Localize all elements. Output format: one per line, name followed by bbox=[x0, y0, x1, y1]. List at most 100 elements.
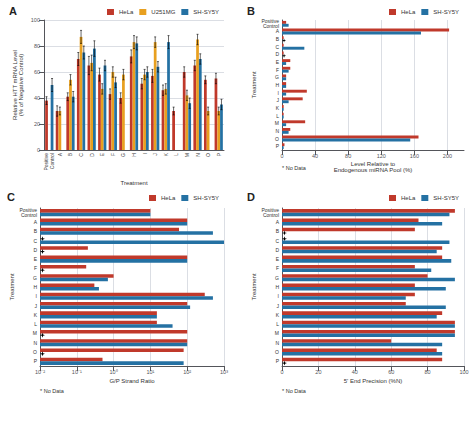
svg-text:F: F bbox=[276, 67, 279, 73]
svg-text:P: P bbox=[216, 152, 222, 156]
svg-text:I: I bbox=[36, 293, 37, 299]
svg-text:SH-SY5Y: SH-SY5Y bbox=[193, 195, 219, 201]
svg-text:D: D bbox=[275, 247, 279, 253]
svg-text:C: C bbox=[275, 44, 279, 50]
svg-text:SH-SY5Y: SH-SY5Y bbox=[433, 9, 459, 15]
svg-text:M: M bbox=[275, 120, 279, 126]
svg-text:0: 0 bbox=[280, 369, 283, 375]
svg-text:20: 20 bbox=[315, 369, 321, 375]
svg-text:60: 60 bbox=[34, 69, 40, 75]
svg-text:10⁻¹: 10⁻¹ bbox=[72, 369, 82, 375]
svg-text:P: P bbox=[276, 358, 280, 364]
svg-text:80: 80 bbox=[34, 43, 40, 49]
svg-text:F: F bbox=[110, 153, 116, 156]
svg-text:L: L bbox=[173, 153, 179, 156]
svg-text:G: G bbox=[275, 74, 279, 80]
svg-text:F: F bbox=[34, 265, 37, 271]
svg-text:M: M bbox=[184, 153, 190, 157]
svg-text:U251MG: U251MG bbox=[151, 9, 175, 15]
svg-text:C: C bbox=[7, 191, 15, 203]
svg-text:A: A bbox=[276, 28, 280, 34]
svg-text:40: 40 bbox=[34, 95, 40, 101]
svg-text:60: 60 bbox=[388, 369, 394, 375]
svg-text:10²: 10² bbox=[183, 369, 191, 375]
svg-text:J: J bbox=[277, 303, 280, 309]
svg-text:N: N bbox=[275, 128, 279, 134]
svg-text:SH-SY5Y: SH-SY5Y bbox=[433, 195, 459, 201]
svg-text:E: E bbox=[34, 256, 38, 262]
svg-text:100: 100 bbox=[31, 17, 40, 23]
svg-text:Control: Control bbox=[49, 153, 55, 169]
svg-text:HeLa: HeLa bbox=[401, 9, 416, 15]
svg-text:160: 160 bbox=[410, 153, 419, 159]
svg-text:L: L bbox=[276, 113, 279, 119]
svg-text:40: 40 bbox=[352, 369, 358, 375]
svg-text:Treatment: Treatment bbox=[251, 71, 257, 98]
svg-text:B: B bbox=[34, 228, 38, 234]
svg-text:C: C bbox=[33, 238, 37, 244]
svg-text:O: O bbox=[275, 349, 279, 355]
svg-text:E: E bbox=[276, 59, 280, 65]
svg-text:80: 80 bbox=[345, 153, 351, 159]
svg-text:A: A bbox=[57, 152, 63, 156]
svg-text:Control: Control bbox=[263, 212, 279, 218]
svg-text:A: A bbox=[9, 5, 17, 17]
svg-text:F: F bbox=[276, 265, 279, 271]
svg-text:N: N bbox=[275, 340, 279, 346]
svg-text:D: D bbox=[275, 51, 279, 57]
svg-text:I: I bbox=[278, 293, 279, 299]
svg-text:C: C bbox=[275, 238, 279, 244]
svg-text:E: E bbox=[276, 256, 280, 262]
svg-text:H: H bbox=[275, 284, 279, 290]
svg-text:I: I bbox=[142, 153, 148, 154]
svg-text:J: J bbox=[152, 153, 158, 156]
svg-text:B: B bbox=[247, 5, 255, 17]
svg-text:HeLa: HeLa bbox=[119, 9, 134, 15]
svg-text:N: N bbox=[33, 340, 37, 346]
svg-text:SH-SY5Y: SH-SY5Y bbox=[193, 9, 219, 15]
svg-text:10¹: 10¹ bbox=[146, 369, 154, 375]
svg-text:L: L bbox=[34, 321, 37, 327]
svg-text:D: D bbox=[89, 153, 95, 157]
svg-text:M: M bbox=[33, 330, 37, 336]
svg-text:H: H bbox=[275, 82, 279, 88]
svg-text:80: 80 bbox=[425, 369, 431, 375]
svg-text:10⁻²: 10⁻² bbox=[35, 369, 45, 375]
svg-text:K: K bbox=[276, 312, 280, 318]
svg-text:E: E bbox=[99, 152, 105, 156]
svg-text:Treatment: Treatment bbox=[251, 273, 257, 300]
svg-text:120: 120 bbox=[377, 153, 386, 159]
svg-text:200: 200 bbox=[443, 153, 452, 159]
svg-text:(% of Negative Control): (% of Negative Control) bbox=[18, 54, 24, 116]
svg-text:HeLa: HeLa bbox=[161, 195, 176, 201]
svg-text:J: J bbox=[277, 97, 280, 103]
svg-text:10³: 10³ bbox=[220, 369, 228, 375]
svg-text:A: A bbox=[34, 219, 38, 225]
svg-text:J: J bbox=[35, 303, 38, 309]
svg-text:HeLa: HeLa bbox=[401, 195, 416, 201]
svg-text:K: K bbox=[163, 152, 169, 156]
svg-text:100: 100 bbox=[459, 369, 468, 375]
svg-text:Treatment: Treatment bbox=[120, 180, 147, 186]
svg-text:H: H bbox=[131, 153, 137, 157]
svg-text:L: L bbox=[276, 321, 279, 327]
svg-text:* No Data: * No Data bbox=[282, 165, 307, 171]
svg-text:20: 20 bbox=[34, 121, 40, 127]
svg-text:M: M bbox=[275, 330, 279, 336]
svg-text:P: P bbox=[34, 358, 38, 364]
svg-text:O: O bbox=[33, 349, 37, 355]
svg-text:N: N bbox=[195, 153, 201, 157]
svg-text:G: G bbox=[275, 275, 279, 281]
svg-text:B: B bbox=[276, 228, 280, 234]
svg-text:5' End Precision (%N): 5' End Precision (%N) bbox=[344, 378, 403, 384]
svg-text:D: D bbox=[247, 191, 255, 203]
svg-text:B: B bbox=[67, 152, 73, 156]
svg-text:P: P bbox=[276, 143, 280, 149]
svg-text:10⁰: 10⁰ bbox=[110, 369, 118, 375]
svg-text:A: A bbox=[276, 219, 280, 225]
svg-text:G: G bbox=[33, 275, 37, 281]
svg-text:D: D bbox=[33, 247, 37, 253]
svg-text:G/P Strand Ratio: G/P Strand Ratio bbox=[109, 378, 155, 384]
svg-text:O: O bbox=[275, 136, 279, 142]
svg-text:I: I bbox=[278, 90, 279, 96]
